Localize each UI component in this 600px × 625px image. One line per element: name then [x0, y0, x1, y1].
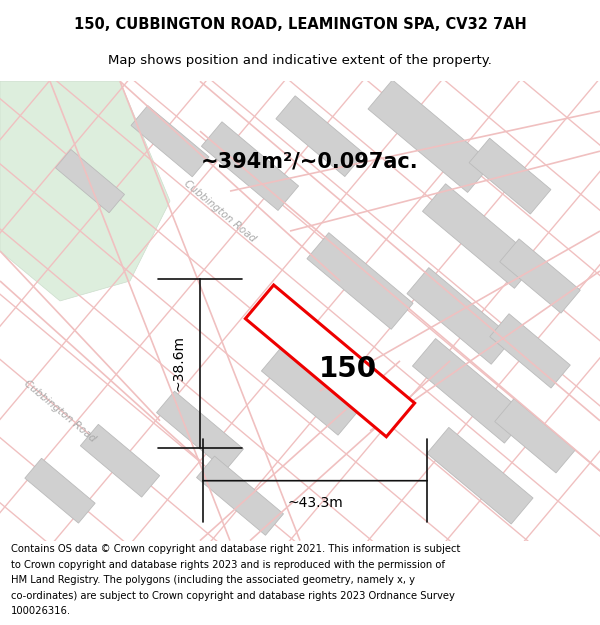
Polygon shape	[197, 456, 283, 535]
Text: 150, CUBBINGTON ROAD, LEAMINGTON SPA, CV32 7AH: 150, CUBBINGTON ROAD, LEAMINGTON SPA, CV…	[74, 17, 526, 32]
Polygon shape	[422, 184, 538, 288]
Polygon shape	[495, 399, 575, 473]
Polygon shape	[25, 458, 95, 523]
Text: ~394m²/~0.097ac.: ~394m²/~0.097ac.	[201, 151, 419, 171]
Polygon shape	[55, 149, 125, 213]
Polygon shape	[490, 314, 570, 388]
Polygon shape	[307, 232, 413, 329]
Polygon shape	[427, 428, 533, 524]
Text: 100026316.: 100026316.	[11, 606, 71, 616]
Text: HM Land Registry. The polygons (including the associated geometry, namely x, y: HM Land Registry. The polygons (includin…	[11, 575, 415, 585]
Text: ~43.3m: ~43.3m	[287, 496, 343, 509]
Polygon shape	[407, 268, 513, 364]
Text: Cubbington Road: Cubbington Road	[182, 178, 258, 244]
Polygon shape	[276, 96, 364, 176]
Polygon shape	[500, 239, 580, 313]
Polygon shape	[412, 339, 527, 443]
Text: to Crown copyright and database rights 2023 and is reproduced with the permissio: to Crown copyright and database rights 2…	[11, 559, 445, 569]
Text: Map shows position and indicative extent of the property.: Map shows position and indicative extent…	[108, 54, 492, 68]
Text: Contains OS data © Crown copyright and database right 2021. This information is : Contains OS data © Crown copyright and d…	[11, 544, 460, 554]
Polygon shape	[469, 138, 551, 214]
Text: ~38.6m: ~38.6m	[171, 336, 185, 391]
Text: 150: 150	[319, 355, 377, 383]
Text: co-ordinates) are subject to Crown copyright and database rights 2023 Ordnance S: co-ordinates) are subject to Crown copyr…	[11, 591, 455, 601]
Polygon shape	[245, 285, 415, 437]
Polygon shape	[80, 424, 160, 497]
Polygon shape	[0, 81, 170, 301]
Text: Cubbington Road: Cubbington Road	[22, 378, 98, 444]
Polygon shape	[131, 106, 209, 177]
Polygon shape	[202, 122, 299, 211]
Polygon shape	[262, 346, 359, 435]
Polygon shape	[368, 80, 492, 192]
Polygon shape	[157, 391, 244, 471]
